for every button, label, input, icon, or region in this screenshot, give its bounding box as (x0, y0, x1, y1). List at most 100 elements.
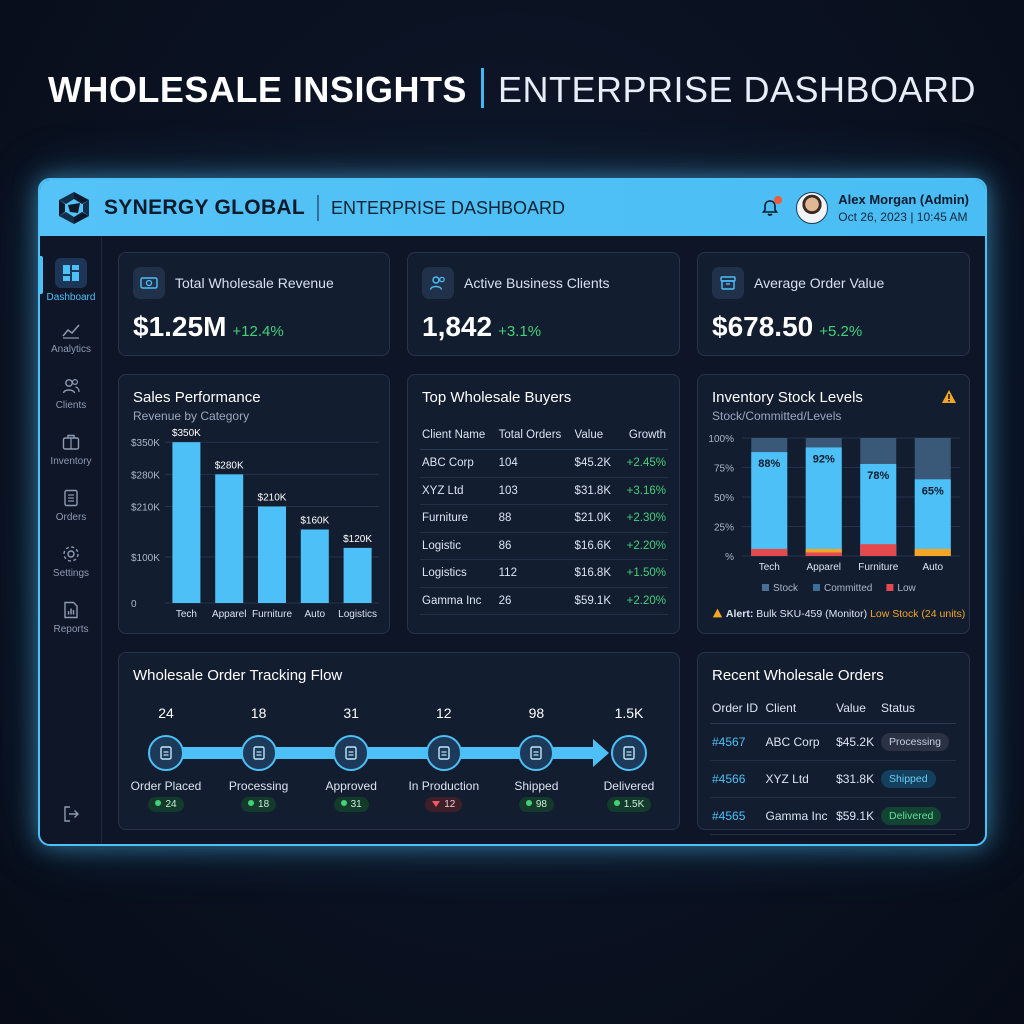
table-cell: $16.8K (572, 559, 619, 588)
table-cell: $16.6K (572, 532, 619, 560)
committed-bar[interactable] (914, 548, 951, 556)
stock-bar[interactable] (860, 463, 897, 556)
inventory-stacked-chart: % 25% 50% 75% 100% 88% Tech 92% Apparel 78% Furnit… (708, 434, 960, 594)
stock-bar[interactable] (805, 447, 842, 556)
column-header[interactable]: Status (879, 695, 956, 724)
x-tick-label: Auto (305, 609, 326, 620)
stock-bar[interactable] (751, 452, 788, 556)
bar[interactable] (300, 529, 329, 603)
column-header[interactable]: Client (763, 695, 835, 724)
table-cell: ABC Corp (420, 449, 497, 478)
sidebar-item-analytics[interactable]: Analytics (40, 320, 102, 355)
table-row[interactable]: #4565 Gamma Inc $59.1K Delivered (710, 797, 956, 835)
y-tick-label: % (725, 552, 734, 563)
table-cell: XYZ Ltd (420, 477, 497, 505)
kpi-delta: +5.2% (819, 323, 863, 340)
table-row[interactable]: #4567 ABC Corp $45.2K Processing (710, 723, 956, 761)
sidebar-item-dashboard[interactable]: Dashboard (40, 258, 102, 303)
clients-icon (62, 378, 80, 394)
flow-step[interactable]: 1.5K Delivered 1.5K (584, 705, 674, 812)
committed-bar[interactable] (805, 548, 842, 553)
kpi-value: $678.50 +5.2% (712, 311, 862, 343)
dashboard-icon (63, 265, 79, 281)
sidebar-item-label: Settings (52, 568, 90, 579)
table-cell: 88 (496, 504, 573, 533)
dashboard-window: SYNERGY GLOBAL ENTERPRISE DASHBOARD Alex… (38, 178, 987, 846)
sidebar-item-clients[interactable]: Clients (40, 376, 102, 411)
kpi-value-text: $1.25M (133, 311, 227, 342)
table-row[interactable]: Logistics 112 $16.8K +1.50% (420, 559, 668, 588)
table-cell: +2.30% (618, 504, 668, 533)
kpi-card-revenue: Total Wholesale Revenue $1.25M +12.4% (118, 252, 390, 356)
sidebar-item-reports[interactable]: Reports (40, 600, 102, 635)
cash-icon (140, 277, 158, 289)
table-row[interactable]: XYZ Ltd 103 $31.8K +3.16% (420, 477, 668, 505)
table-row[interactable]: #4566 XYZ Ltd $31.8K Shipped (710, 760, 956, 798)
order-id[interactable]: #4566 (710, 760, 764, 798)
bar[interactable] (215, 474, 244, 603)
bar[interactable] (258, 506, 286, 603)
flow-chip-value: 31 (350, 799, 362, 810)
table-cell: 112 (496, 559, 573, 588)
x-tick-label: Furniture (858, 562, 898, 573)
bar[interactable] (172, 442, 201, 603)
low-bar[interactable] (751, 548, 788, 556)
sales-bar-chart: 0 $100K $210K $280K $350K $350K Tech $280K Appar… (131, 428, 379, 620)
card-subtitle: Revenue by Category (133, 409, 250, 423)
flow-step[interactable]: 98 Shipped 98 (491, 705, 581, 812)
flow-step[interactable]: 24 Order Placed 24 (121, 705, 211, 812)
column-header[interactable]: Value (834, 695, 880, 724)
avatar[interactable] (796, 192, 829, 224)
sidebar-item-label: Dashboard (46, 292, 96, 303)
bar[interactable] (343, 547, 372, 603)
order-id[interactable]: #4565 (710, 797, 764, 835)
hero-title-light: ENTERPRISE DASHBOARD (497, 69, 977, 110)
column-header[interactable]: Growth (618, 423, 668, 450)
sidebar-item-settings[interactable]: Settings (40, 544, 102, 579)
table-cell: Logistic (420, 532, 497, 560)
legend-swatch (886, 584, 894, 591)
flow-label: Shipped (514, 779, 559, 793)
bar-data-label: $350K (172, 428, 201, 439)
table-cell: 104 (496, 449, 573, 478)
table-row[interactable]: ABC Corp 104 $45.2K +2.45% (420, 449, 668, 478)
top-bar: SYNERGY GLOBAL ENTERPRISE DASHBOARD Alex… (40, 180, 985, 236)
kpi-card-clients: Active Business Clients 1,842 +3.1% (407, 252, 680, 356)
sidebar-item-orders[interactable]: Orders (40, 488, 102, 523)
low-bar[interactable] (805, 552, 842, 556)
x-tick-label: Apparel (212, 609, 246, 620)
y-tick-label: 75% (714, 464, 734, 475)
low-bar[interactable] (860, 544, 897, 556)
buyers-table: Client Name Total Orders Value Growth AB… (420, 423, 668, 615)
notification-button[interactable] (760, 196, 783, 218)
legend-label: Low (897, 583, 916, 594)
flow-step[interactable]: 12 In Production 12 (399, 705, 489, 812)
legend-swatch (762, 584, 769, 591)
order-id[interactable]: #4567 (710, 723, 764, 761)
logout-button[interactable] (40, 804, 102, 824)
legend-label: Committed (824, 583, 872, 594)
warning-icon[interactable] (941, 389, 957, 404)
stock-bar[interactable] (914, 479, 951, 556)
column-header[interactable]: Total Orders (496, 423, 573, 450)
column-header[interactable]: Client Name (420, 423, 497, 450)
flow-chip: 98 (518, 797, 554, 812)
legend-label: Stock (773, 583, 799, 594)
alert-highlight: Low Stock (24 units) (870, 608, 966, 620)
sidebar-item-inventory[interactable]: Inventory (40, 432, 102, 467)
table-row[interactable]: Furniture 88 $21.0K +2.30% (420, 504, 668, 533)
kpi-delta: +12.4% (232, 323, 284, 340)
table-cell: +2.45% (618, 449, 668, 478)
sidebar-item-label: Analytics (50, 344, 91, 355)
column-header[interactable]: Order ID (710, 695, 764, 724)
flow-step[interactable]: 31 Approved 31 (306, 705, 396, 812)
table-cell: 103 (496, 477, 573, 505)
table-row[interactable]: Logistic 86 $16.6K +2.20% (420, 532, 668, 560)
hero-title: WHOLESALE INSIGHTS ENTERPRISE DASHBOARD (0, 68, 1024, 111)
status-badge: Shipped (881, 770, 936, 788)
column-header[interactable]: Value (572, 423, 619, 450)
flow-step[interactable]: 18 Processing 18 (214, 705, 304, 812)
inventory-icon (62, 434, 80, 450)
table-row[interactable]: Gamma Inc 26 $59.1K +2.20% (420, 587, 668, 615)
flow-count: 31 (343, 705, 359, 721)
